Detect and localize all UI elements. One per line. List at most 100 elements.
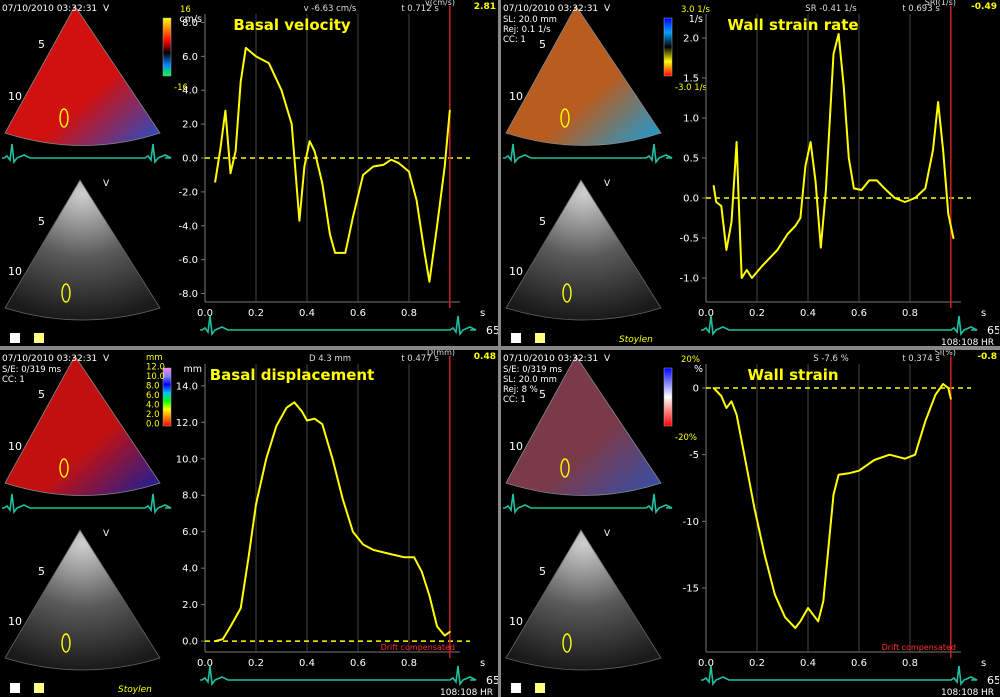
colorbar-tick-label: mm xyxy=(146,353,163,363)
y-tick-label: -15 xyxy=(683,584,699,595)
acquisition-param: CC: 1 xyxy=(503,395,526,405)
chart-title: Basal velocity xyxy=(233,16,351,34)
x-tick-label: 0.0 xyxy=(197,658,213,669)
depth-label: 5 xyxy=(38,38,45,51)
cursor-readout: v -6.63 cm/s xyxy=(304,4,357,14)
series-line xyxy=(214,46,451,283)
channel-label: v(cm/s) xyxy=(425,0,455,7)
mode-label: V xyxy=(103,529,110,539)
hr-value: 108:108 xyxy=(440,688,478,696)
colorbar xyxy=(663,367,673,427)
x-tick-label: 0.2 xyxy=(248,308,264,319)
channel-value: 2.81 xyxy=(474,2,496,12)
colorbar-max-label: 3.0 1/s xyxy=(681,5,710,15)
acquisition-param: S/E: 0/319 ms xyxy=(503,365,563,375)
ecg-trace-upper xyxy=(2,493,172,515)
roi-marker xyxy=(61,283,71,303)
drift-label: Drift compensated xyxy=(381,643,455,652)
chart-svg-wall-strain-rate: 5 10 5 10 07/10/2010 03:32:31 V V SL: 20.0 mmRe… xyxy=(503,0,999,346)
x-tick-label: 0.8 xyxy=(902,308,918,319)
y-tick-label: 0.5 xyxy=(683,154,699,165)
grayscale-sector-image xyxy=(505,529,662,671)
y-tick-label: 0.0 xyxy=(182,154,198,165)
color-sector-image xyxy=(4,5,161,146)
chart-svg-basal-displacement: 5 10 5 10 07/10/2010 03:32:31 V V S/E: 0/319 ms… xyxy=(2,350,498,696)
tool-icon xyxy=(511,333,521,343)
depth-label: 5 xyxy=(38,388,45,401)
mode-label: V xyxy=(604,529,611,539)
grayscale-sector-image xyxy=(4,529,161,671)
roi-marker xyxy=(562,633,572,653)
chart-title: Wall strain rate xyxy=(727,16,858,34)
y-tick-label: -4.0 xyxy=(178,221,198,232)
y-axis-unit: 1/s xyxy=(689,14,703,25)
x-tick-label: 0.6 xyxy=(851,658,867,669)
hr-label: HR xyxy=(480,688,493,696)
series-line xyxy=(712,383,952,629)
time-readout: t 0.712 s xyxy=(401,4,439,14)
depth-label: 10 xyxy=(509,440,523,453)
y-tick-label: 10.0 xyxy=(176,454,198,465)
mode-label: V xyxy=(103,354,110,364)
x-tick-label: 0.8 xyxy=(902,658,918,669)
ecg-trace-lower xyxy=(200,315,477,337)
ecg-trace-lower xyxy=(701,315,978,337)
y-tick-label: 0 xyxy=(693,384,699,395)
y-axis-unit: % xyxy=(694,364,703,375)
y-tick-label: 8.0 xyxy=(182,18,198,29)
y-tick-label: 4.0 xyxy=(182,564,198,575)
chart-svg-wall-strain: 5 10 5 10 07/10/2010 03:32:31 V V S/E: 0/319 ms… xyxy=(503,350,999,696)
y-axis-unit: mm xyxy=(183,364,202,375)
channel-label: D(mm) xyxy=(427,350,455,357)
ecg-label: 65 xyxy=(486,674,498,687)
y-tick-label: -6.0 xyxy=(178,255,198,266)
ecg-label: 65 xyxy=(987,674,999,687)
x-tick-label: 0.6 xyxy=(851,308,867,319)
time-readout: t 0.477 s xyxy=(401,354,439,364)
roi-marker xyxy=(59,458,69,478)
mode-label: V xyxy=(103,179,110,189)
ecg-label: 65 xyxy=(486,324,498,337)
x-axis-unit: s xyxy=(981,308,986,319)
y-tick-label: 8.0 xyxy=(182,491,198,502)
x-tick-label: 0.2 xyxy=(749,308,765,319)
roi-marker xyxy=(560,108,570,128)
cursor-readout: S -7.6 % xyxy=(813,354,848,364)
depth-label: 5 xyxy=(38,215,45,228)
y-tick-label: 1.5 xyxy=(683,74,699,85)
y-axis-unit: cm/s xyxy=(179,14,202,25)
timestamp: 07/10/2010 03:32:31 xyxy=(2,4,97,14)
y-tick-label: 14.0 xyxy=(176,381,198,392)
depth-label: 10 xyxy=(8,265,22,278)
time-readout: t 0.693 s xyxy=(902,4,940,14)
mode-label: V xyxy=(604,179,611,189)
colorbar xyxy=(162,367,172,427)
depth-label: 5 xyxy=(539,388,546,401)
y-tick-label: 2.0 xyxy=(182,120,198,131)
depth-label: 10 xyxy=(509,90,523,103)
depth-label: 5 xyxy=(539,38,546,51)
colorbar-min-label: -3.0 1/s xyxy=(675,83,708,93)
depth-label: 10 xyxy=(509,615,523,628)
x-tick-label: 0.4 xyxy=(800,308,816,319)
acquisition-param: SL: 20.0 mm xyxy=(503,15,557,25)
y-tick-label: 6.0 xyxy=(182,52,198,63)
colorbar xyxy=(663,17,673,77)
depth-label: 5 xyxy=(38,565,45,578)
colorbar-tick-label: 8.0 xyxy=(146,382,160,392)
depth-label: 10 xyxy=(509,265,523,278)
y-tick-label: 0.0 xyxy=(683,194,699,205)
channel-label: SRI(1/s) xyxy=(925,0,956,7)
cursor-readout: D 4.3 mm xyxy=(309,354,351,364)
channel-value: -0.49 xyxy=(971,2,997,12)
colorbar-max-label: 16 xyxy=(180,5,191,15)
series-line xyxy=(712,33,955,279)
color-sector-image xyxy=(505,355,662,496)
series-line xyxy=(214,401,451,643)
colorbar-min-label: -16 xyxy=(174,83,188,93)
horizontal-divider xyxy=(0,346,1000,350)
x-tick-label: 0.6 xyxy=(350,308,366,319)
roi-marker xyxy=(562,283,572,303)
x-tick-label: 0.4 xyxy=(800,658,816,669)
acquisition-param: Rej: 0.1 1/s xyxy=(503,25,551,35)
